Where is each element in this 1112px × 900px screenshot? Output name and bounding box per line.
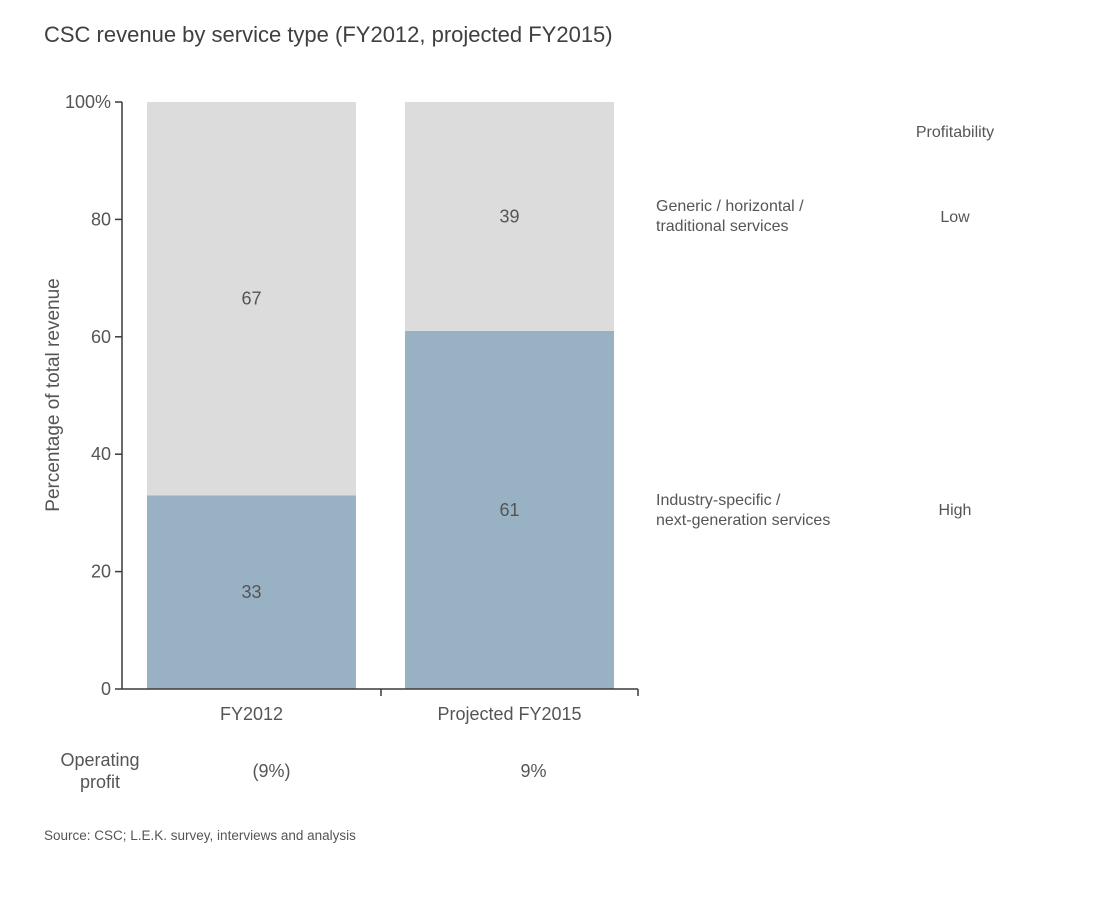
x-category-label: Projected FY2015: [437, 704, 581, 724]
x-category-label: FY2012: [220, 704, 283, 724]
y-tick-label: 80: [91, 209, 111, 229]
y-tick-label: 100%: [65, 92, 111, 112]
profitability-value: Low: [940, 209, 970, 226]
bar-value-label: 33: [241, 582, 261, 602]
y-tick-label: 20: [91, 562, 111, 582]
series-label-generic: Generic / horizontal / traditional servic…: [656, 198, 804, 235]
operating-profit-label: Operating profit: [60, 750, 139, 792]
bar-segment-generic-1: [405, 102, 614, 331]
y-axis-label: Percentage of total revenue: [43, 278, 64, 511]
bar-segment-industry-specific-0: [147, 495, 356, 689]
y-tick-label: 40: [91, 444, 111, 464]
labels-layer: 33 67 61 39 0 20 40 60 80 100% FY2012 Projected FY2…: [43, 92, 994, 792]
profitability-value: High: [939, 502, 972, 519]
bar-value-label: 61: [499, 500, 519, 520]
y-tick-label: 0: [101, 679, 111, 699]
axes-layer: [115, 101, 639, 696]
operating-profit-value: 9%: [520, 761, 546, 781]
profitability-header: Profitability: [916, 124, 994, 141]
bar-value-label: 67: [241, 289, 261, 309]
bar-value-label: 39: [499, 206, 519, 226]
bars-layer: [147, 102, 614, 689]
source-note: Source: CSC; L.E.K. survey, interviews a…: [44, 828, 356, 843]
y-tick-label: 60: [91, 327, 111, 347]
bar-segment-industry-specific-1: [405, 330, 614, 689]
bar-segment-generic-0: [147, 102, 356, 496]
operating-profit-value: (9%): [252, 761, 290, 781]
series-label-industry-specific: Industry-specific / next-generation servi…: [656, 492, 830, 529]
chart-title: CSC revenue by service type (FY2012, pro…: [44, 22, 613, 47]
